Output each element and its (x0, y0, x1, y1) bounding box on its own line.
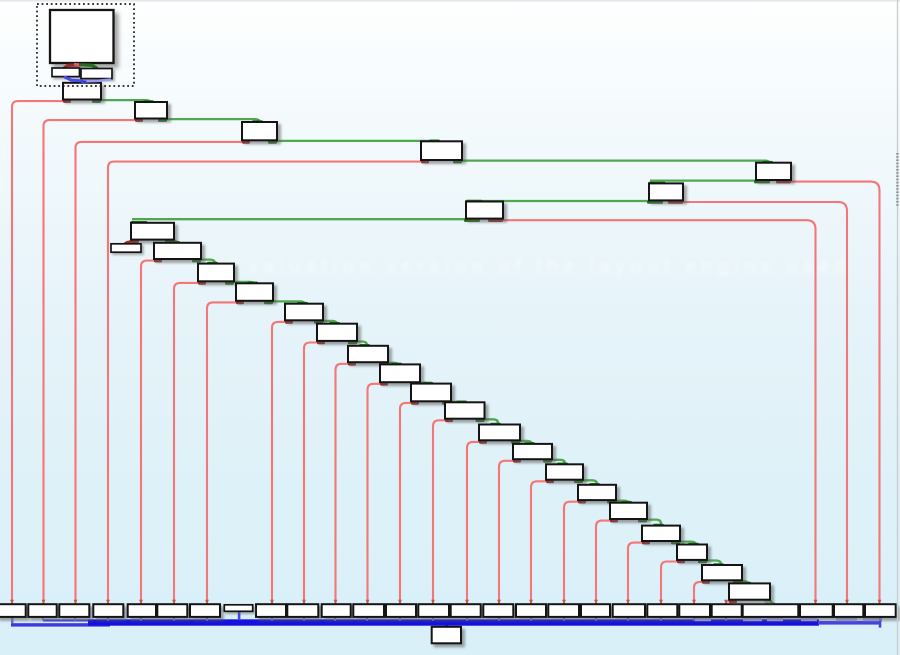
svg-text:Evaluation version of the layo: Evaluation version of the layout engine … (229, 255, 851, 278)
